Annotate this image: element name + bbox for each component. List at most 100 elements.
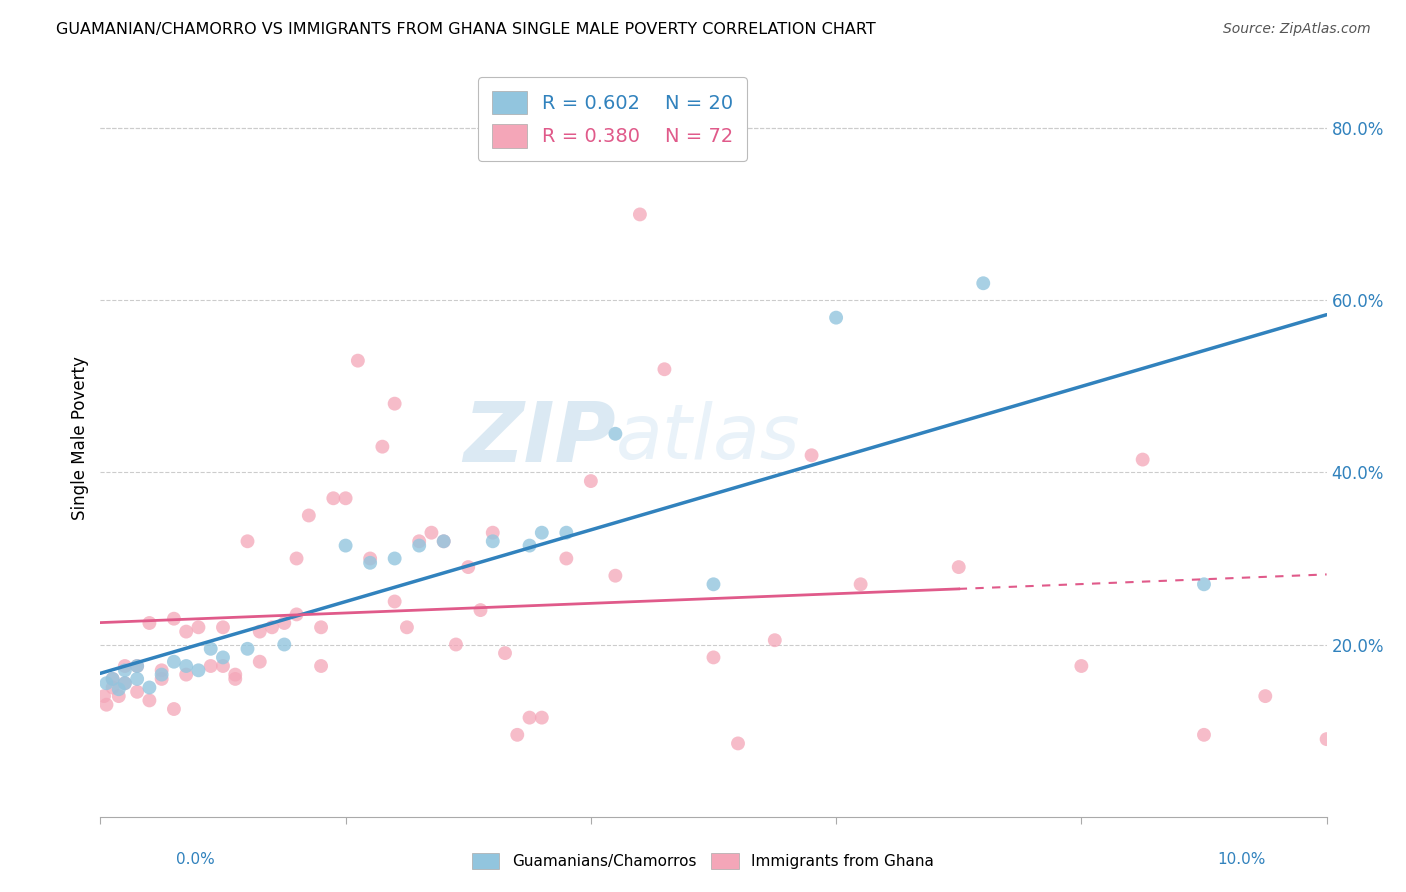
Point: [555, 551, 578, 566]
Point: [1254, 689, 1277, 703]
Point: [849, 577, 872, 591]
Point: [470, 603, 492, 617]
Point: [530, 525, 553, 540]
Point: [530, 711, 553, 725]
Point: [127, 685, 149, 699]
Point: [395, 620, 418, 634]
Point: [127, 659, 149, 673]
Point: [273, 615, 295, 630]
Point: [163, 655, 186, 669]
Point: [702, 577, 724, 591]
Point: [114, 676, 136, 690]
Point: [163, 702, 186, 716]
Point: [948, 560, 970, 574]
Point: [127, 672, 149, 686]
Point: [1192, 577, 1215, 591]
Point: [481, 525, 503, 540]
Point: [1192, 728, 1215, 742]
Text: 10.0%: 10.0%: [1218, 852, 1265, 867]
Point: [163, 612, 186, 626]
Point: [174, 659, 197, 673]
Point: [384, 594, 406, 608]
Point: [1376, 711, 1399, 725]
Point: [298, 508, 321, 523]
Point: [384, 551, 406, 566]
Point: [200, 659, 222, 673]
Point: [972, 277, 994, 291]
Point: [236, 534, 259, 549]
Point: [309, 620, 332, 634]
Point: [96, 698, 118, 712]
Point: [285, 551, 308, 566]
Point: [212, 650, 235, 665]
Point: [763, 633, 786, 648]
Point: [519, 539, 541, 553]
Point: [101, 672, 124, 686]
Point: [114, 659, 136, 673]
Point: [1070, 659, 1092, 673]
Point: [654, 362, 676, 376]
Point: [506, 728, 529, 742]
Point: [114, 663, 136, 677]
Point: [101, 681, 124, 695]
Point: [273, 638, 295, 652]
Point: [408, 534, 430, 549]
Point: [96, 676, 118, 690]
Point: [127, 659, 149, 673]
Text: ZIP: ZIP: [463, 398, 616, 479]
Point: [555, 525, 578, 540]
Point: [420, 525, 443, 540]
Legend: Guamanians/Chamorros, Immigrants from Ghana: Guamanians/Chamorros, Immigrants from Gh…: [465, 847, 941, 875]
Point: [150, 663, 173, 677]
Y-axis label: Single Male Poverty: Single Male Poverty: [72, 356, 89, 520]
Point: [212, 659, 235, 673]
Legend: R = 0.602    N = 20, R = 0.380    N = 72: R = 0.602 N = 20, R = 0.380 N = 72: [478, 77, 747, 161]
Point: [138, 615, 160, 630]
Point: [1316, 732, 1339, 747]
Point: [628, 207, 651, 221]
Point: [335, 491, 357, 506]
Point: [457, 560, 479, 574]
Point: [93, 689, 115, 703]
Point: [481, 534, 503, 549]
Text: 0.0%: 0.0%: [176, 852, 215, 867]
Point: [605, 426, 627, 441]
Point: [101, 672, 124, 686]
Point: [107, 682, 129, 697]
Point: [114, 676, 136, 690]
Point: [187, 620, 209, 634]
Point: [150, 667, 173, 681]
Point: [800, 448, 823, 462]
Point: [260, 620, 283, 634]
Point: [249, 655, 271, 669]
Point: [347, 353, 370, 368]
Point: [371, 440, 394, 454]
Point: [605, 568, 627, 582]
Point: [727, 736, 749, 750]
Point: [309, 659, 332, 673]
Point: [433, 534, 456, 549]
Point: [138, 693, 160, 707]
Point: [433, 534, 456, 549]
Point: [138, 681, 160, 695]
Point: [579, 474, 602, 488]
Point: [335, 539, 357, 553]
Point: [359, 556, 381, 570]
Point: [187, 663, 209, 677]
Point: [174, 667, 197, 681]
Point: [200, 641, 222, 656]
Point: [107, 689, 129, 703]
Point: [702, 650, 724, 665]
Point: [224, 667, 246, 681]
Point: [212, 620, 235, 634]
Point: [1132, 452, 1154, 467]
Text: atlas: atlas: [616, 401, 800, 475]
Text: GUAMANIAN/CHAMORRO VS IMMIGRANTS FROM GHANA SINGLE MALE POVERTY CORRELATION CHAR: GUAMANIAN/CHAMORRO VS IMMIGRANTS FROM GH…: [56, 22, 876, 37]
Point: [359, 551, 381, 566]
Point: [285, 607, 308, 622]
Point: [322, 491, 344, 506]
Point: [519, 711, 541, 725]
Point: [384, 397, 406, 411]
Point: [408, 539, 430, 553]
Point: [174, 624, 197, 639]
